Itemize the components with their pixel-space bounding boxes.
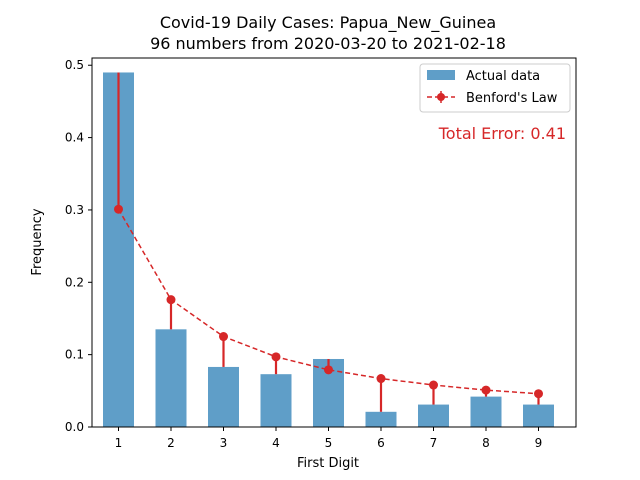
bar-digit-9 xyxy=(523,404,554,427)
y-tick-label: 0.3 xyxy=(65,203,84,217)
bar-digit-8 xyxy=(470,396,502,427)
bar-digit-6 xyxy=(365,411,397,427)
x-axis-label: First Digit xyxy=(297,456,359,471)
benford-point-digit-2 xyxy=(166,295,176,305)
x-tick-label: 6 xyxy=(377,436,385,450)
benford-point-digit-7 xyxy=(429,380,438,390)
benford-point-digit-9 xyxy=(534,389,543,399)
bar-digit-4 xyxy=(260,374,292,427)
x-tick-label: 1 xyxy=(115,436,123,450)
plot-frame xyxy=(91,57,577,428)
x-tick-label: 2 xyxy=(167,436,175,450)
legend-bar-swatch xyxy=(427,70,455,80)
legend-box xyxy=(419,63,571,113)
benford-point-digit-6 xyxy=(376,374,386,384)
chart-subtitle: 96 numbers from 2020-03-20 to 2021-02-18 xyxy=(150,34,506,53)
legend: Actual data Benford's Law xyxy=(419,63,571,113)
x-tick-label: 9 xyxy=(535,436,543,450)
x-tick-label: 7 xyxy=(430,436,438,450)
x-tick-label: 4 xyxy=(272,436,280,450)
legend-bar-label: Actual data xyxy=(466,69,540,84)
bars-layer xyxy=(103,72,554,428)
y-axis-label: Frequency xyxy=(30,208,45,275)
x-tick-label: 3 xyxy=(220,436,228,450)
y-tick-label: 0.1 xyxy=(65,348,84,362)
bar-digit-7 xyxy=(418,404,449,427)
benford-line xyxy=(117,208,539,395)
x-tick-label: 5 xyxy=(325,436,333,450)
y-tick-label: 0.4 xyxy=(65,131,84,145)
chart-title: Covid-19 Daily Cases: Papua_New_Guinea xyxy=(160,13,496,33)
bar-digit-2 xyxy=(155,329,187,427)
x-axis-ticks: 1 2 3 4 5 6 7 8 9 xyxy=(115,427,543,450)
benford-point-digit-3 xyxy=(219,332,228,342)
legend-line-marker xyxy=(437,93,445,101)
y-axis-ticks: 0.0 0.1 0.2 0.3 0.4 0.5 xyxy=(65,58,92,434)
bar-digit-3 xyxy=(208,366,239,427)
total-error-annotation: Total Error: 0.41 xyxy=(438,124,566,143)
y-tick-label: 0.5 xyxy=(65,58,84,72)
benford-point-digit-4 xyxy=(271,352,281,362)
benford-point-digit-8 xyxy=(481,385,491,395)
benford-point-digit-1 xyxy=(114,204,123,214)
y-tick-label: 0.0 xyxy=(65,420,84,434)
benford-line-layer xyxy=(114,204,543,399)
error-stems-layer xyxy=(117,72,540,412)
legend-line-label: Benford's Law xyxy=(466,91,558,106)
benford-point-digit-5 xyxy=(324,365,333,375)
x-tick-label: 8 xyxy=(482,436,490,450)
y-tick-label: 0.2 xyxy=(65,275,84,289)
